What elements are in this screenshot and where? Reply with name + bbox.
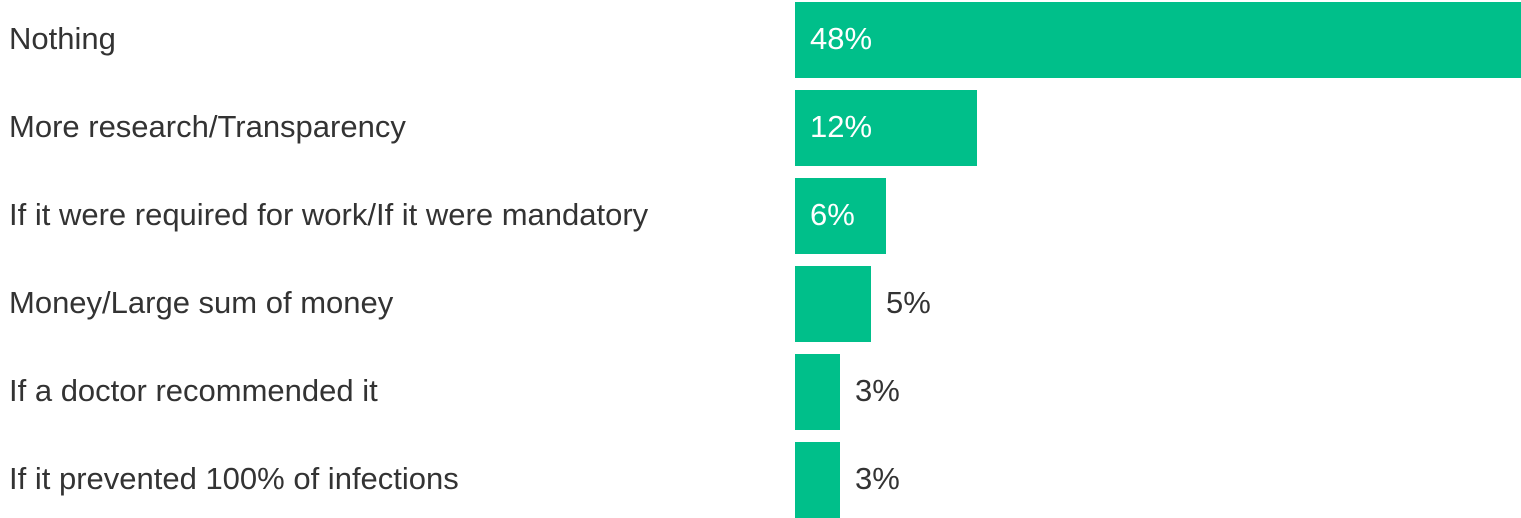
value-label: 48% xyxy=(810,20,873,56)
value-label: 3% xyxy=(855,460,900,496)
category-label: Nothing xyxy=(9,20,116,56)
category-label: More research/Transparency xyxy=(9,108,406,144)
bar xyxy=(795,2,1521,78)
bar xyxy=(795,178,886,254)
bar xyxy=(795,442,840,518)
bar xyxy=(795,90,977,166)
value-label: 12% xyxy=(810,108,873,144)
category-label: If it prevented 100% of infections xyxy=(9,460,459,496)
bar xyxy=(795,266,871,342)
category-label: If it were required for work/If it were … xyxy=(9,196,649,232)
value-label: 6% xyxy=(810,196,855,232)
value-label: 5% xyxy=(886,284,931,320)
value-label: 3% xyxy=(855,372,900,408)
bar xyxy=(795,354,840,430)
category-label: If a doctor recommended it xyxy=(9,372,378,408)
category-label: Money/Large sum of money xyxy=(9,284,394,320)
